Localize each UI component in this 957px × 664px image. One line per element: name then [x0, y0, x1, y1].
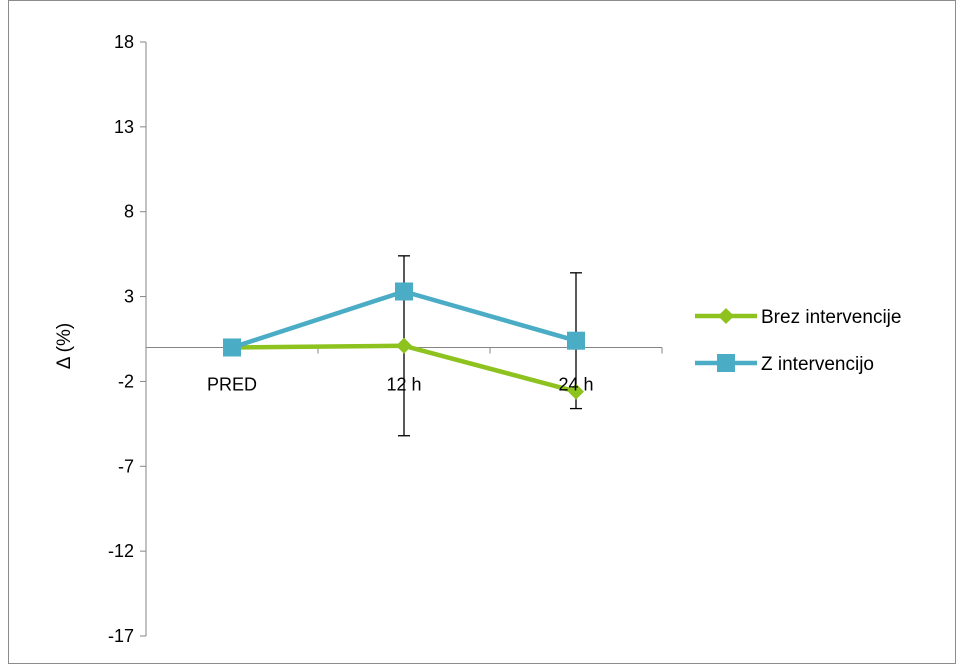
y-tick-label: -2 [118, 371, 134, 391]
x-tick-label: 24 h [558, 374, 593, 394]
legend-label: Z intervencijo [761, 354, 874, 375]
series-2-point [567, 331, 585, 350]
y-tick-label: -12 [108, 541, 134, 561]
legend: Brez intervencije Z intervencijo [695, 307, 901, 375]
series-1-point [396, 337, 412, 354]
y-tick-label: 8 [124, 202, 134, 222]
series-2-point [223, 338, 241, 357]
series-1-point [568, 383, 584, 400]
legend-swatch-marker [717, 354, 735, 372]
y-tick-label: 3 [124, 287, 134, 307]
y-tick-label: -17 [108, 626, 134, 646]
chart-frame [8, 0, 956, 664]
y-axis-title: Δ (%) [54, 323, 75, 369]
x-tick-label: PRED [207, 374, 257, 394]
y-tick-label: -7 [118, 456, 134, 476]
x-tick-label: 12 h [386, 374, 421, 394]
series-2-point [395, 282, 413, 301]
y-tick-label: 18 [114, 32, 134, 52]
tick-labels: 18 13 8 3 -2 -7 -12 -17 PRED 12 h 24 h [108, 32, 594, 646]
y-tick-label: 13 [114, 117, 134, 137]
legend-swatch-marker [718, 308, 734, 324]
legend-label: Brez intervencije [761, 307, 901, 328]
error-bars [398, 255, 582, 437]
series-layer [223, 282, 585, 400]
